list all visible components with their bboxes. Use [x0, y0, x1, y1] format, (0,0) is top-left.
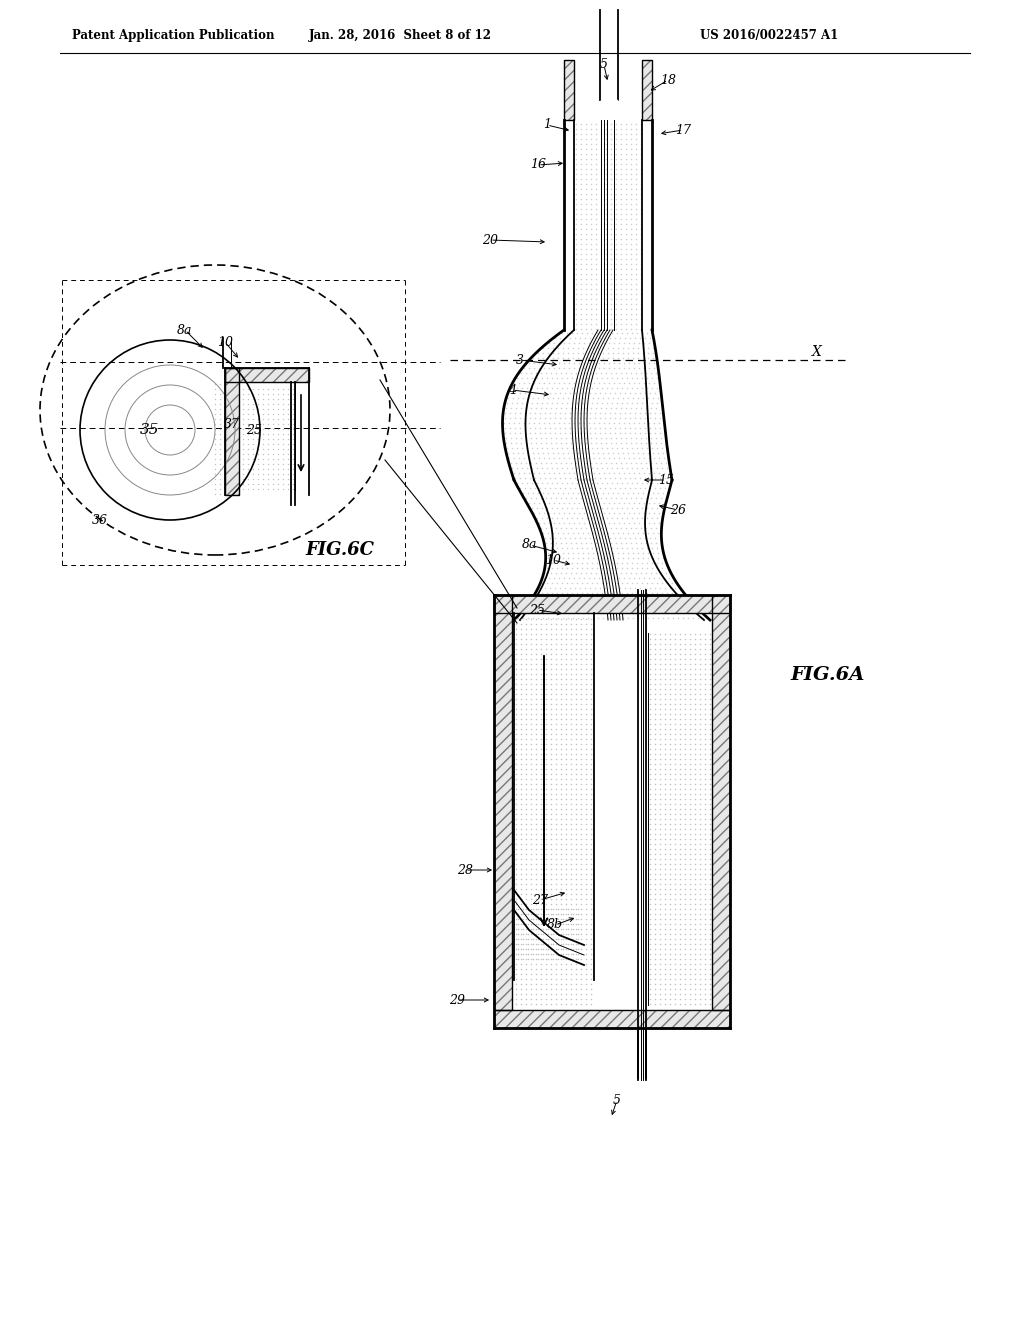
Text: 5: 5	[613, 1093, 621, 1106]
Bar	[225, 368, 239, 495]
Text: 27: 27	[532, 894, 548, 907]
Text: 10: 10	[217, 335, 233, 348]
Text: 37: 37	[224, 418, 240, 432]
Bar	[564, 59, 574, 120]
Text: 8b: 8b	[547, 919, 563, 932]
Bar	[494, 595, 512, 1010]
Text: 26: 26	[670, 503, 686, 516]
Bar	[494, 595, 730, 612]
Bar	[642, 59, 652, 120]
Bar	[494, 595, 730, 612]
Bar	[225, 368, 309, 381]
Text: 29: 29	[449, 994, 465, 1006]
Text: FIG.6C: FIG.6C	[305, 541, 374, 558]
Bar	[225, 368, 239, 495]
Text: 4: 4	[508, 384, 516, 396]
Bar	[225, 368, 309, 381]
Bar	[642, 59, 652, 120]
Text: 20: 20	[482, 234, 498, 247]
Bar	[494, 595, 512, 1010]
Text: 17: 17	[675, 124, 691, 136]
Text: Patent Application Publication: Patent Application Publication	[72, 29, 274, 42]
Text: 8a: 8a	[522, 539, 538, 552]
Text: 25: 25	[529, 603, 545, 616]
Text: FIG.6A: FIG.6A	[790, 667, 864, 684]
Text: 5: 5	[600, 58, 608, 71]
Bar	[494, 1010, 730, 1028]
Text: X: X	[812, 345, 822, 359]
Text: 8a: 8a	[177, 323, 193, 337]
Text: 35: 35	[140, 422, 160, 437]
Text: 18: 18	[660, 74, 676, 87]
Text: 25: 25	[246, 424, 262, 437]
Bar	[712, 595, 730, 1010]
Bar	[494, 1010, 730, 1028]
Text: 16: 16	[530, 158, 546, 172]
Text: US 2016/0022457 A1: US 2016/0022457 A1	[700, 29, 839, 42]
Text: 1: 1	[543, 119, 551, 132]
Bar	[712, 595, 730, 1010]
Text: 36: 36	[92, 513, 108, 527]
Text: 10: 10	[545, 553, 561, 566]
Text: 3: 3	[516, 354, 524, 367]
Text: Jan. 28, 2016  Sheet 8 of 12: Jan. 28, 2016 Sheet 8 of 12	[308, 29, 492, 42]
Bar	[564, 59, 574, 120]
Text: 15: 15	[658, 474, 674, 487]
Text: 28: 28	[457, 863, 473, 876]
